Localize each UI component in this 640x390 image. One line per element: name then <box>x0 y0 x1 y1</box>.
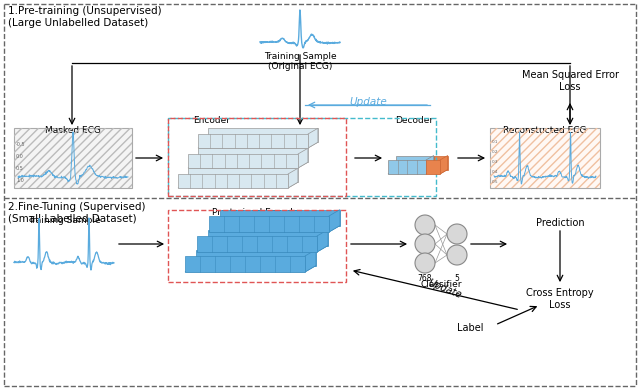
Text: Prediction: Prediction <box>536 218 584 228</box>
Text: 5: 5 <box>454 274 460 283</box>
Polygon shape <box>388 170 434 174</box>
Bar <box>490 128 600 188</box>
Circle shape <box>447 224 467 244</box>
Polygon shape <box>288 168 298 188</box>
Text: Reconstucted ECG: Reconstucted ECG <box>503 126 587 135</box>
Polygon shape <box>185 256 305 272</box>
Polygon shape <box>396 156 434 170</box>
Text: Training Sample: Training Sample <box>28 216 100 225</box>
Text: Decoder: Decoder <box>395 116 433 125</box>
Polygon shape <box>426 160 440 174</box>
Circle shape <box>415 234 435 254</box>
Text: Cross Entropy
Loss: Cross Entropy Loss <box>526 288 594 310</box>
Polygon shape <box>197 246 328 252</box>
Polygon shape <box>220 209 340 225</box>
Text: Encoder: Encoder <box>193 116 230 125</box>
Polygon shape <box>178 182 298 188</box>
Polygon shape <box>426 156 434 174</box>
Text: 0.4: 0.4 <box>492 170 499 174</box>
Text: Training Sample
(Original ECG): Training Sample (Original ECG) <box>264 52 336 71</box>
Text: Update: Update <box>427 278 463 301</box>
Polygon shape <box>178 174 288 188</box>
Circle shape <box>415 215 435 235</box>
Text: 0.0: 0.0 <box>16 154 24 158</box>
Text: -0.5: -0.5 <box>16 142 26 147</box>
Polygon shape <box>388 160 426 174</box>
Polygon shape <box>329 209 340 232</box>
Text: 0.1: 0.1 <box>492 140 499 144</box>
Polygon shape <box>208 128 318 142</box>
Polygon shape <box>196 250 316 266</box>
Text: Update: Update <box>349 97 387 107</box>
Polygon shape <box>185 266 316 272</box>
Bar <box>168 118 436 196</box>
Polygon shape <box>188 168 298 182</box>
Text: Label: Label <box>457 323 483 333</box>
Text: Pre-trained Encoder: Pre-trained Encoder <box>212 208 302 217</box>
Bar <box>14 128 132 188</box>
Polygon shape <box>188 154 298 168</box>
Polygon shape <box>197 236 317 252</box>
Polygon shape <box>305 250 316 272</box>
Polygon shape <box>298 148 308 168</box>
Text: 0.3: 0.3 <box>492 160 499 164</box>
Polygon shape <box>440 156 448 174</box>
Bar <box>490 128 600 188</box>
Text: Mean Squared Error
Loss: Mean Squared Error Loss <box>522 70 618 92</box>
Text: Masked ECG: Masked ECG <box>45 126 101 135</box>
Bar <box>14 128 132 188</box>
Polygon shape <box>208 230 328 246</box>
Text: 1.Pre-training (Unsupervised)
(Large Unlabelled Dataset): 1.Pre-training (Unsupervised) (Large Unl… <box>8 6 162 28</box>
Bar <box>168 210 346 282</box>
Polygon shape <box>198 142 318 148</box>
Polygon shape <box>188 162 308 168</box>
Polygon shape <box>198 148 308 162</box>
Text: 0.5: 0.5 <box>492 180 499 184</box>
Polygon shape <box>317 230 328 252</box>
Polygon shape <box>209 225 340 232</box>
Bar <box>168 118 346 196</box>
Text: 768: 768 <box>418 274 432 283</box>
Text: 1.0: 1.0 <box>16 177 24 183</box>
Text: 0.2: 0.2 <box>492 150 499 154</box>
Circle shape <box>447 245 467 265</box>
Polygon shape <box>198 134 308 148</box>
Text: 2.Fine-Tuning (Supervised)
(Small Labelled Dataset): 2.Fine-Tuning (Supervised) (Small Labell… <box>8 202 145 223</box>
Text: 0.5: 0.5 <box>16 165 24 170</box>
Polygon shape <box>426 170 448 174</box>
Polygon shape <box>308 128 318 148</box>
Text: Classifier: Classifier <box>420 280 461 289</box>
Polygon shape <box>209 216 329 232</box>
Circle shape <box>415 253 435 273</box>
Polygon shape <box>434 156 448 170</box>
